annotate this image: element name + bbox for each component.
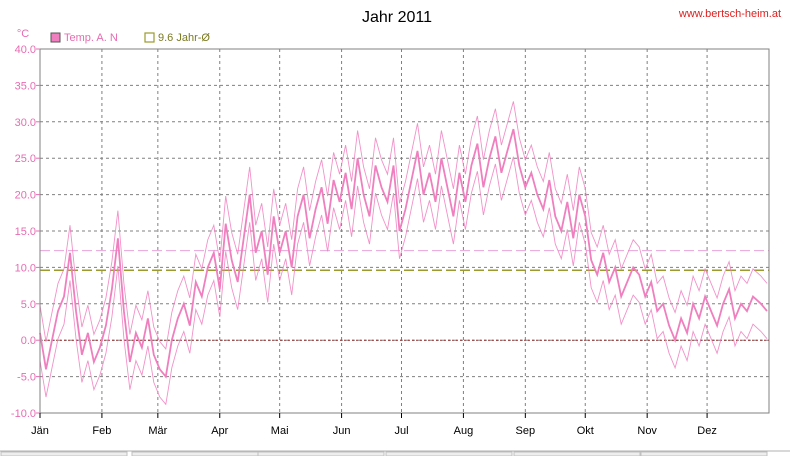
plot-area: 40.0 35.0 30.0 25.0 20.0 15.0 10.0 5.0 0.0 -5.0 -1… xyxy=(11,44,770,437)
x-tick-label-0: Jän xyxy=(31,425,49,437)
y-tick-label-4: 20.0 xyxy=(15,190,36,202)
x-tick-label-2: Mär xyxy=(148,425,167,437)
x-tick-label-5: Jun xyxy=(333,425,351,437)
x-tick-label-11: Dez xyxy=(697,425,717,437)
status-bar-segment-2 xyxy=(257,451,385,456)
temperature-band-lower xyxy=(39,156,768,406)
chart-title: Jahr 2011 xyxy=(362,9,432,26)
y-tick-label-5: 15.0 xyxy=(15,226,36,238)
legend-swatch-temperature xyxy=(50,32,61,43)
y-tick-label-8: 0.0 xyxy=(21,335,36,347)
status-bar-segment-0 xyxy=(0,451,128,456)
status-bar-segment-1 xyxy=(131,451,259,456)
x-tick-label-1: Feb xyxy=(92,425,111,437)
y-tick-label-9: -5.0 xyxy=(17,372,36,384)
y-tick-label-7: 5.0 xyxy=(21,299,36,311)
legend-label-temperature: Temp. A. N xyxy=(64,32,118,44)
x-tick-label-7: Aug xyxy=(454,425,474,437)
x-tick-label-9: Okt xyxy=(577,425,594,437)
x-tick-label-6: Jul xyxy=(394,425,408,437)
y-axis-unit: °C xyxy=(17,28,29,40)
x-tick-label-10: Nov xyxy=(637,425,657,437)
legend: Temp. A. N 9.6 Jahr-Ø xyxy=(50,32,210,44)
x-tick-label-8: Sep xyxy=(516,425,536,437)
temperature-band-upper xyxy=(39,101,768,350)
y-tick-label-10: -10.0 xyxy=(11,408,36,420)
status-bar-segment-4 xyxy=(513,451,641,456)
status-bar-segment-3 xyxy=(385,451,513,456)
temperature-series-line xyxy=(39,128,768,379)
legend-swatch-mean xyxy=(144,32,155,43)
x-tick-label-3: Apr xyxy=(211,425,228,437)
y-tick-label-1: 35.0 xyxy=(15,80,36,92)
y-tick-label-6: 10.0 xyxy=(15,262,36,274)
status-bar xyxy=(0,450,790,456)
x-tick-label-4: Mai xyxy=(271,425,289,437)
website-link[interactable]: www.bertsch-heim.at xyxy=(678,8,781,20)
y-tick-label-2: 30.0 xyxy=(15,117,36,129)
y-tick-label-3: 25.0 xyxy=(15,153,36,165)
y-tick-label-0: 40.0 xyxy=(15,44,36,56)
status-bar-segment-5 xyxy=(640,451,768,456)
legend-label-mean: 9.6 Jahr-Ø xyxy=(158,32,210,44)
